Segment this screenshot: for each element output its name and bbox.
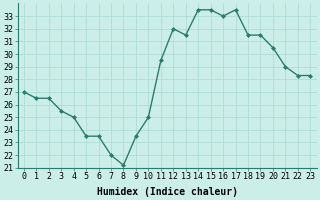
X-axis label: Humidex (Indice chaleur): Humidex (Indice chaleur): [97, 186, 237, 197]
